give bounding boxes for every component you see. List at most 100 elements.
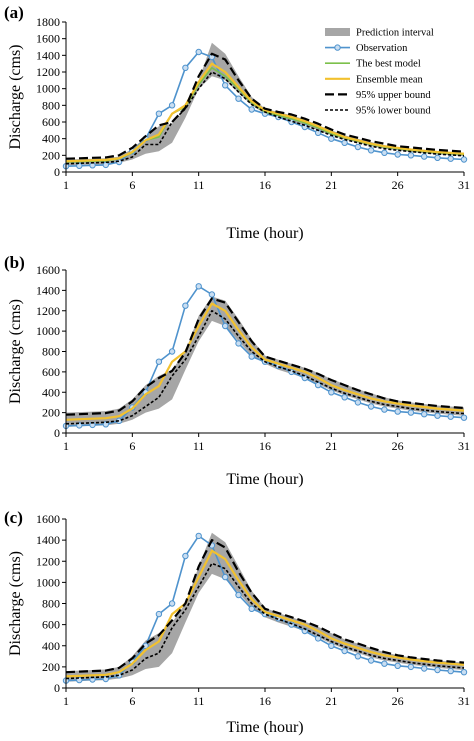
x-axis-title: Time (hour)	[226, 471, 303, 488]
observation-point	[407, 152, 415, 159]
prediction-interval-band	[66, 532, 464, 682]
observation-point	[394, 151, 401, 158]
observation-point	[367, 403, 375, 410]
observation-point	[168, 102, 176, 109]
observation-point	[235, 340, 242, 347]
y-tick-label: 600	[42, 365, 60, 379]
x-axis-title: Time (hour)	[226, 225, 303, 242]
x-tick-label: 16	[259, 178, 271, 192]
observation-point	[367, 147, 375, 154]
observation-point	[460, 414, 468, 421]
y-tick-label: 800	[42, 98, 60, 112]
y-tick-label: 1000	[36, 324, 60, 338]
legend: Prediction interval Observation The best m…	[325, 28, 434, 117]
observation-point	[248, 106, 255, 113]
x-tick-label: 31	[458, 694, 470, 708]
y-tick-label: 200	[42, 148, 60, 162]
x-tick-label: 21	[325, 694, 337, 708]
x-tick-label: 21	[325, 178, 337, 192]
observation-point	[434, 154, 441, 162]
y-tick-label: 1000	[36, 575, 60, 589]
legend-swatch-prediction-interval	[325, 28, 350, 36]
observation-point	[328, 389, 335, 396]
observation-point	[367, 657, 375, 664]
y-axis-title: Discharge (cms)	[7, 299, 24, 404]
observation-point	[168, 600, 176, 607]
y-tick-label: 200	[42, 660, 60, 674]
observation-point	[248, 353, 255, 360]
y-tick-label: 1200	[36, 554, 60, 568]
y-tick-label: 400	[42, 132, 60, 146]
legend-label-upper-bound: 95% upper bound	[356, 90, 431, 101]
y-tick-label: 0	[54, 165, 60, 179]
y-tick-label: 1400	[36, 533, 60, 547]
x-tick-label: 6	[129, 439, 135, 453]
legend-label-best-model: The best model	[356, 59, 421, 70]
observation-point	[328, 642, 335, 649]
panel-label: (b)	[4, 253, 25, 272]
series-line-95-lower-bound	[65, 309, 465, 425]
legend-label-prediction-interval: Prediction interval	[356, 28, 434, 39]
observation-point	[421, 411, 428, 418]
y-tick-label: 400	[42, 385, 60, 399]
y-tick-label: 1400	[36, 48, 60, 62]
x-tick-label: 6	[129, 694, 135, 708]
legend-marker-observation	[334, 44, 341, 51]
observation-point	[182, 302, 189, 309]
observation-point	[155, 110, 163, 117]
y-tick-label: 600	[42, 115, 60, 129]
observation-point	[394, 408, 401, 415]
x-tick-label: 31	[458, 439, 470, 453]
observation-point	[354, 399, 362, 406]
x-tick-label: 26	[392, 694, 404, 708]
observation-point	[447, 413, 454, 420]
x-tick-label: 6	[129, 178, 135, 192]
y-tick-label: 1600	[36, 32, 60, 46]
series-line-ensemble-mean	[65, 302, 465, 421]
x-axis-title: Time (hour)	[226, 719, 303, 736]
x-tick-label: 31	[458, 178, 470, 192]
legend-label-observation: Observation	[356, 43, 408, 54]
series-line-95-upper-bound	[65, 538, 465, 674]
series-line-95-upper-bound	[65, 297, 465, 416]
observation-point	[195, 532, 202, 540]
y-tick-label: 400	[42, 639, 60, 653]
x-tick-label: 26	[392, 178, 404, 192]
observation-point	[248, 605, 255, 612]
y-tick-label: 1600	[36, 263, 60, 277]
observation-point	[155, 610, 163, 618]
observation-point	[421, 665, 428, 672]
y-axis-title: Discharge (cms)	[7, 551, 24, 656]
observation-point	[168, 348, 176, 355]
x-tick-label: 1	[63, 439, 69, 453]
observation-point	[102, 675, 110, 683]
observation-point	[341, 394, 348, 401]
observation-point	[381, 660, 388, 667]
observation-point	[222, 573, 229, 581]
observation-point	[354, 143, 362, 151]
panel-label: (a)	[4, 3, 24, 22]
observation-point	[102, 161, 110, 169]
observation-point	[394, 662, 401, 669]
observation-point	[447, 667, 454, 675]
observation-point	[288, 621, 295, 628]
x-tick-label: 26	[392, 439, 404, 453]
x-tick-label: 16	[259, 439, 271, 453]
y-tick-label: 800	[42, 345, 60, 359]
series-line-ensemble-mean	[65, 62, 465, 163]
y-axis-title: Discharge (cms)	[7, 45, 24, 150]
observation-point	[447, 155, 454, 162]
legend-label-lower-bound: 95% lower bound	[356, 106, 431, 117]
observation-point	[182, 552, 189, 560]
observation-point	[301, 374, 308, 382]
y-tick-label: 1400	[36, 283, 60, 297]
y-tick-label: 1200	[36, 65, 60, 79]
y-tick-label: 600	[42, 618, 60, 632]
x-tick-label: 1	[63, 178, 69, 192]
observation-point	[341, 647, 348, 655]
observation-point	[328, 135, 335, 142]
y-tick-label: 0	[54, 426, 60, 440]
observation-point	[407, 409, 415, 416]
